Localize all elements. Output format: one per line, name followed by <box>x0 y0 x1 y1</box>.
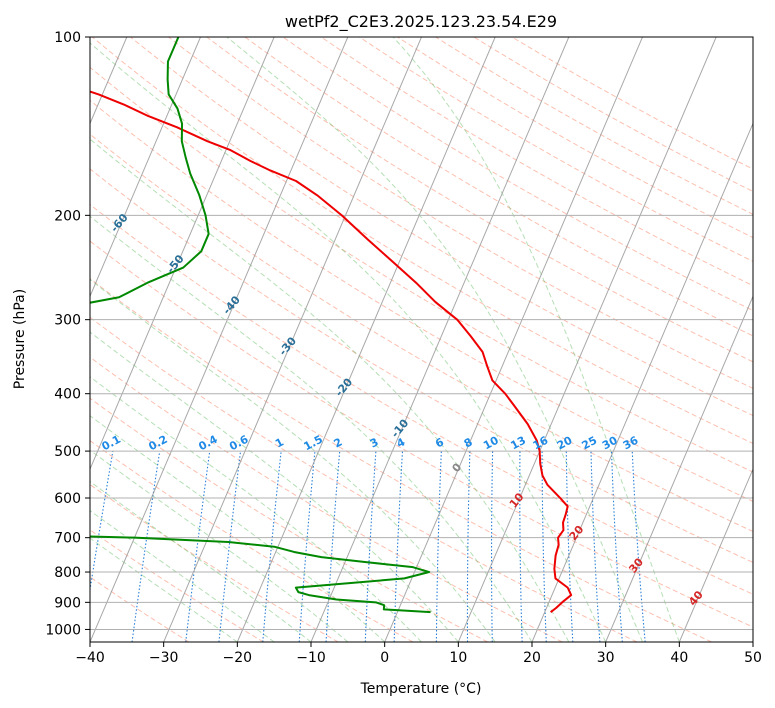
isotherm-line <box>90 37 349 642</box>
dry-adiabat-line <box>90 133 753 533</box>
y-tick-label: 500 <box>54 444 81 460</box>
mixing-ratio-line <box>466 451 471 642</box>
dry-adiabats <box>90 37 753 642</box>
x-tick-label: 30 <box>597 650 615 666</box>
moist-adiabat-line <box>90 331 459 642</box>
dry-adiabat-line <box>90 168 753 563</box>
mixing-ratio-label: 13 <box>508 434 528 453</box>
x-tick-label: −10 <box>296 650 326 666</box>
x-tick-label: 0 <box>380 650 389 666</box>
plot-frame <box>89 36 754 643</box>
dry-adiabat-line <box>396 37 753 239</box>
y-tick-label: 400 <box>54 387 81 403</box>
dry-adiabat-line <box>511 37 753 170</box>
y-tick-label: 900 <box>54 595 81 611</box>
moist-adiabats <box>90 37 680 642</box>
moist-adiabat-line <box>90 278 496 642</box>
dry-adiabat-line <box>90 99 753 502</box>
y-tick-label: 200 <box>54 208 81 224</box>
mixing-ratio-line <box>298 451 316 642</box>
dry-adiabat-line <box>205 37 753 363</box>
isotherm-line <box>531 122 753 642</box>
dry-adiabat-line <box>90 316 638 642</box>
mixing-ratio-line <box>435 451 442 642</box>
mixing-ratio-line <box>393 451 404 642</box>
x-tick-label: 20 <box>523 650 541 666</box>
dry-adiabat-line <box>90 529 264 642</box>
mixing-ratio-label: 10 <box>481 434 501 453</box>
dry-adiabat-line <box>90 240 753 628</box>
chart-title: wetPf2_C2E3.2025.123.23.54.E29 <box>285 12 557 32</box>
y-tick-label: 100 <box>54 30 81 46</box>
isotherm-line <box>457 37 717 642</box>
x-axis-label: Temperature (°C) <box>360 681 482 697</box>
isotherm-line <box>310 37 570 642</box>
y-tick-label: 300 <box>54 313 81 329</box>
moist-adiabat-line <box>226 37 643 642</box>
mixing-ratio-label: 16 <box>531 434 551 453</box>
mixing-ratio-label: 30 <box>600 434 620 453</box>
dewpoint-profile-line <box>90 37 431 614</box>
moist-adiabat-line <box>90 138 570 642</box>
y-tick-label: 1000 <box>45 622 81 638</box>
y-tick-label: 700 <box>54 531 81 547</box>
pressure-gridlines <box>90 37 753 630</box>
dry-adiabat-line <box>358 37 753 262</box>
moist-adiabat-line <box>90 415 386 642</box>
mixing-ratio-label: 36 <box>621 434 641 453</box>
dry-adiabat-line <box>129 37 753 417</box>
dry-adiabat-line <box>90 203 753 595</box>
isotherm-line <box>90 37 275 471</box>
mixing-ratio-line <box>590 451 601 642</box>
mixing-ratio-line <box>218 451 242 642</box>
moist-adiabat-line <box>90 537 238 642</box>
mixing-ratio-label: 20 <box>555 434 575 453</box>
isotherm-line <box>236 37 496 642</box>
mixing-ratio-line <box>610 451 623 642</box>
x-tick-label: −20 <box>223 650 253 666</box>
isotherm-line <box>605 295 753 642</box>
dry-adiabat-line <box>90 397 488 642</box>
sounding-profiles <box>90 37 573 614</box>
isotherms <box>90 37 753 642</box>
temperature-profile-line <box>90 90 573 613</box>
x-tick-label: −40 <box>75 650 105 666</box>
mixing-ratio-line <box>262 451 282 642</box>
x-tick-label: 10 <box>449 650 467 666</box>
x-tick-label: 50 <box>744 650 762 666</box>
dry-adiabat-line <box>90 66 753 473</box>
dry-adiabat-line <box>244 37 753 337</box>
mixing-ratio-line <box>364 451 377 642</box>
x-tick-label: −30 <box>149 650 179 666</box>
y-tick-label: 600 <box>54 491 81 507</box>
mixing-ratio-line <box>325 451 341 642</box>
moist-adiabat-line <box>90 376 422 642</box>
x-axis-ticks: −40 −30 −20 −10 0 10 20 30 40 50 <box>75 642 762 666</box>
moist-adiabat-line <box>392 37 680 642</box>
dry-adiabat-line <box>90 356 563 642</box>
mixing-ratio-line <box>519 451 523 642</box>
moist-adiabat-line <box>90 449 349 642</box>
x-tick-label: 40 <box>670 650 688 666</box>
y-axis-ticks: 100 200 300 400 500 600 700 800 900 1000 <box>45 30 90 638</box>
mixing-ratio-label: 25 <box>580 434 600 453</box>
isotherm-line <box>678 467 753 642</box>
y-tick-label: 800 <box>54 565 81 581</box>
moist-adiabat-line <box>90 215 533 642</box>
isotherm-line <box>384 37 643 642</box>
isotherm-line <box>90 37 201 298</box>
mixing-ratio-line <box>541 451 547 642</box>
dry-adiabat-line <box>90 440 414 642</box>
mixing-ratio-line <box>565 451 574 642</box>
y-axis-label: Pressure (hPa) <box>12 289 28 389</box>
